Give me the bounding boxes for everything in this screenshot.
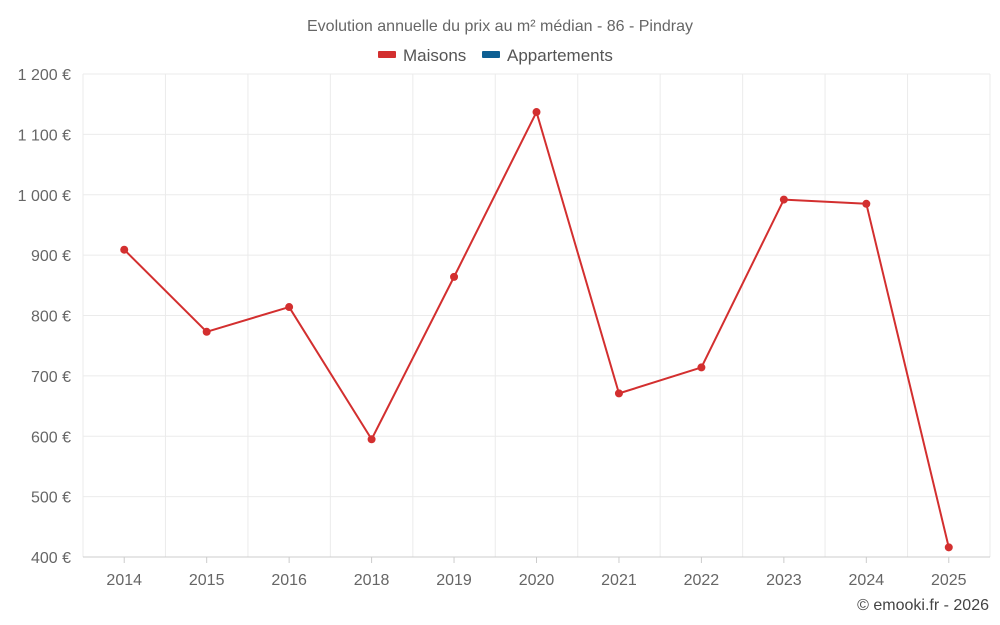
y-tick-label: 500 € [31,490,71,507]
y-tick-label: 700 € [31,369,71,386]
grid [82,73,991,558]
legend-item-maisons[interactable]: Maisons [378,46,466,65]
legend-swatch-appartements [482,51,500,58]
data-point-maisons [532,108,541,117]
legend: Maisons Appartements [378,46,613,65]
x-tick-label: 2018 [354,572,390,589]
x-tick-label: 2022 [684,572,720,589]
data-point-maisons [862,199,871,208]
y-axis: 400 € 500 € 600 € 700 € 800 € 900 € 1 000 € 1 1… [18,67,71,567]
data-point-maisons [450,272,459,281]
y-tick-label: 800 € [31,309,71,326]
legend-swatch-maisons [378,51,396,58]
credit: © emooki.fr - 2026 [857,597,989,614]
y-tick-label: 400 € [31,550,71,567]
legend-item-appartements[interactable]: Appartements [482,46,613,65]
x-tick-label: 2024 [849,572,885,589]
data-point-maisons [285,303,294,312]
legend-label-appartements: Appartements [507,46,613,65]
y-tick-label: 1 000 € [18,188,71,205]
data-point-maisons [202,327,211,336]
legend-label-maisons: Maisons [403,46,466,65]
x-tick-label: 2025 [931,572,967,589]
x-tick-label: 2021 [601,572,637,589]
series-layer [120,108,953,552]
data-point-maisons [614,389,623,398]
y-tick-label: 1 100 € [18,127,71,144]
x-tick-label: 2019 [436,572,472,589]
x-tick-label: 2015 [189,572,225,589]
x-axis: 2014 2015 2016 2018 2019 2020 2021 2022 2023 2024… [83,556,990,589]
y-tick-label: 1 200 € [18,67,71,84]
data-point-maisons [367,435,376,444]
data-point-maisons [944,543,953,552]
data-point-maisons [697,363,706,372]
y-tick-label: 900 € [31,248,71,265]
x-tick-label: 2016 [271,572,307,589]
data-point-maisons [120,245,129,254]
y-tick-label: 600 € [31,429,71,446]
x-tick-label: 2023 [766,572,802,589]
data-point-maisons [779,195,788,204]
chart-title: Evolution annuelle du prix au m² médian … [307,18,693,35]
x-tick-label: 2014 [106,572,142,589]
x-tick-label: 2020 [519,572,555,589]
